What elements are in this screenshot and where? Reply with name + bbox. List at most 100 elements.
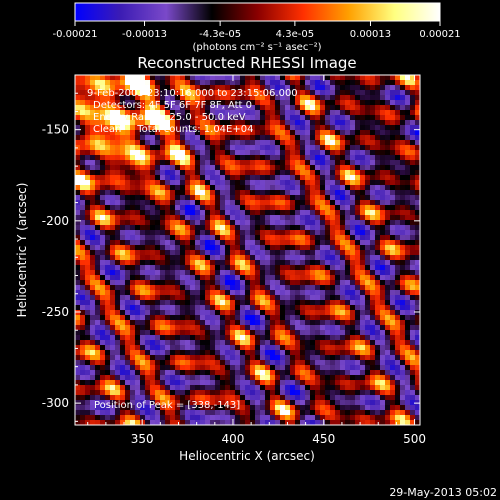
heatmap-cell <box>180 105 185 110</box>
heatmap-cell <box>240 155 245 160</box>
heatmap-cell <box>350 335 355 340</box>
heatmap-cell <box>200 375 205 380</box>
heatmap-cell <box>120 395 125 400</box>
heatmap-cell <box>225 400 230 405</box>
heatmap-cell <box>165 280 170 285</box>
heatmap-cell <box>360 85 365 90</box>
heatmap-cell <box>260 355 265 360</box>
heatmap-cell <box>365 370 370 375</box>
heatmap-cell <box>240 195 245 200</box>
heatmap-cell <box>235 375 240 380</box>
heatmap-cell <box>195 275 200 280</box>
heatmap-cell <box>195 420 200 425</box>
heatmap-cell <box>290 320 295 325</box>
heatmap-cell <box>250 350 255 355</box>
heatmap-cell <box>290 230 295 235</box>
heatmap-cell <box>225 205 230 210</box>
heatmap-cell <box>340 110 345 115</box>
heatmap-cell <box>325 330 330 335</box>
heatmap-cell <box>265 205 270 210</box>
heatmap-cell <box>210 410 215 415</box>
heatmap-cell <box>265 180 270 185</box>
heatmap-cell <box>245 410 250 415</box>
heatmap-cell <box>80 360 85 365</box>
heatmap-cell <box>400 130 405 135</box>
heatmap-cell <box>230 185 235 190</box>
heatmap-cell <box>350 405 355 410</box>
heatmap-cell <box>320 80 325 85</box>
heatmap-cell <box>265 155 270 160</box>
heatmap-image <box>75 75 420 425</box>
heatmap-cell <box>90 135 95 140</box>
heatmap-cell <box>400 235 405 240</box>
heatmap-cell <box>125 155 130 160</box>
heatmap-cell <box>330 130 335 135</box>
heatmap-cell <box>340 410 345 415</box>
heatmap-cell <box>175 115 180 120</box>
heatmap-cell <box>170 345 175 350</box>
heatmap-cell <box>310 405 315 410</box>
heatmap-cell <box>230 175 235 180</box>
heatmap-cell <box>340 95 345 100</box>
heatmap-cell <box>110 165 115 170</box>
heatmap-cell <box>360 180 365 185</box>
heatmap-cell <box>250 170 255 175</box>
heatmap-cell <box>255 250 260 255</box>
heatmap-cell <box>115 250 120 255</box>
heatmap-cell <box>380 335 385 340</box>
heatmap-cell <box>140 235 145 240</box>
heatmap-cell <box>380 250 385 255</box>
heatmap-cell <box>75 315 80 320</box>
heatmap-cell <box>290 290 295 295</box>
heatmap-cell <box>150 375 155 380</box>
heatmap-cell <box>370 105 375 110</box>
heatmap-cell <box>355 100 360 105</box>
heatmap-cell <box>220 315 225 320</box>
heatmap-cell <box>410 285 415 290</box>
heatmap-cell <box>90 195 95 200</box>
heatmap-cell <box>330 365 335 370</box>
heatmap-cell <box>375 420 380 425</box>
heatmap-cell <box>395 365 400 370</box>
heatmap-cell <box>210 75 215 80</box>
heatmap-cell <box>280 285 285 290</box>
heatmap-cell <box>145 295 150 300</box>
heatmap-cell <box>135 145 140 150</box>
heatmap-cell <box>185 195 190 200</box>
heatmap-cell <box>365 190 370 195</box>
heatmap-cell <box>400 120 405 125</box>
heatmap-cell <box>195 110 200 115</box>
heatmap-cell <box>395 130 400 135</box>
heatmap-cell <box>145 395 150 400</box>
heatmap-cell <box>130 175 135 180</box>
heatmap-cell <box>245 135 250 140</box>
heatmap-cell <box>145 340 150 345</box>
heatmap-cell <box>305 400 310 405</box>
heatmap-cell <box>135 155 140 160</box>
heatmap-cell <box>280 220 285 225</box>
heatmap-cell <box>390 185 395 190</box>
heatmap-cell <box>95 175 100 180</box>
heatmap-cell <box>190 360 195 365</box>
heatmap-cell <box>290 285 295 290</box>
heatmap-cell <box>160 145 165 150</box>
heatmap-cell <box>165 170 170 175</box>
heatmap-cell <box>235 280 240 285</box>
heatmap-cell <box>225 325 230 330</box>
heatmap-cell <box>110 270 115 275</box>
heatmap-cell <box>405 80 410 85</box>
heatmap-cell <box>380 200 385 205</box>
heatmap-cell <box>100 375 105 380</box>
heatmap-cell <box>340 405 345 410</box>
heatmap-cell <box>335 380 340 385</box>
heatmap-cell <box>330 285 335 290</box>
heatmap-cell <box>385 135 390 140</box>
heatmap-cell <box>85 75 90 80</box>
heatmap-cell <box>170 265 175 270</box>
heatmap-cell <box>175 320 180 325</box>
heatmap-cell <box>305 330 310 335</box>
heatmap-cell <box>390 380 395 385</box>
heatmap-cell <box>315 415 320 420</box>
heatmap-cell <box>155 190 160 195</box>
heatmap-cell <box>315 115 320 120</box>
